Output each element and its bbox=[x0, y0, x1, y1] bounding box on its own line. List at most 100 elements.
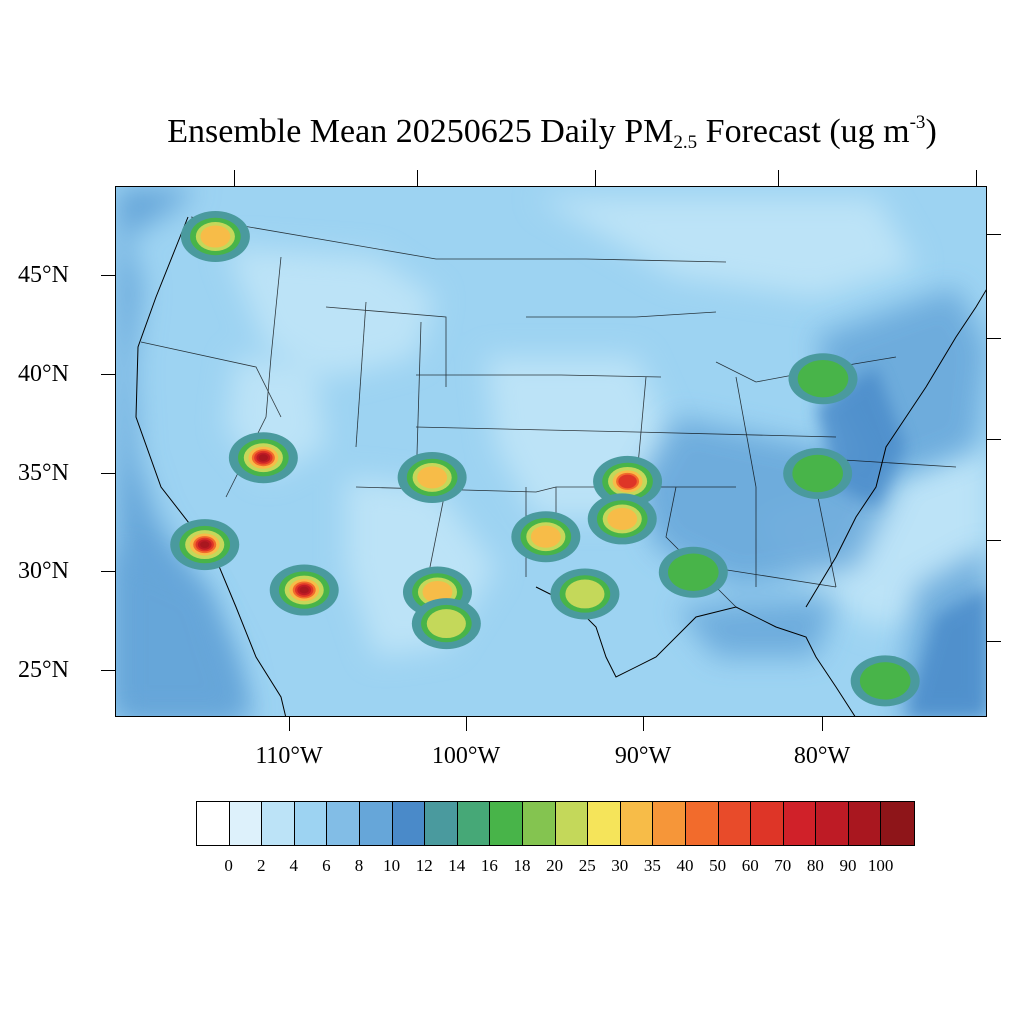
colorbar bbox=[196, 801, 916, 846]
right-tick bbox=[987, 641, 1001, 642]
colorbar-tick-label: 20 bbox=[546, 856, 564, 875]
lat-label-25: 25°N bbox=[18, 657, 69, 683]
colorbar-tick-label: 50 bbox=[709, 856, 727, 875]
colorbar-swatch bbox=[457, 802, 491, 845]
hotspot-washington bbox=[180, 211, 250, 262]
title-close: ) bbox=[925, 113, 937, 150]
colorbar-swatch bbox=[653, 802, 686, 845]
colorbar-swatch bbox=[555, 802, 589, 845]
lat-label-30: 30°N bbox=[18, 558, 69, 584]
colorbar-swatch bbox=[425, 802, 458, 845]
map-title: Ensemble Mean 20250625 Daily PM2.5 Forec… bbox=[0, 112, 1024, 154]
title-main: Ensemble Mean 20250625 Daily PM bbox=[167, 113, 674, 150]
left-tick bbox=[101, 374, 115, 375]
hotspot-southeast-arizona bbox=[269, 564, 339, 616]
colorbar-tick-label: 0 bbox=[224, 856, 233, 875]
colorbar-swatch bbox=[685, 802, 719, 845]
colorbar-swatch bbox=[522, 802, 556, 845]
hotspot-ring bbox=[792, 454, 843, 493]
colorbar-swatch bbox=[294, 802, 328, 845]
hotspot-ring bbox=[607, 507, 638, 530]
hotspot-ring bbox=[417, 466, 448, 489]
right-tick bbox=[987, 439, 1001, 440]
lon-label-80: 80°W bbox=[793, 743, 851, 769]
colorbar-swatch bbox=[490, 802, 523, 845]
colorbar-swatch bbox=[392, 802, 426, 845]
colorbar-swatch bbox=[718, 802, 752, 845]
hotspot-virginia bbox=[783, 448, 853, 499]
top-tick bbox=[976, 170, 977, 186]
colorbar-tick-label: 8 bbox=[354, 856, 364, 875]
colorbar-tick-label: 14 bbox=[448, 856, 466, 875]
colorbar-tick-label: 80 bbox=[806, 856, 824, 875]
hotspot-ring bbox=[565, 579, 605, 609]
colorbar-swatch bbox=[197, 802, 230, 845]
right-tick bbox=[987, 338, 1001, 339]
colorbar-swatch bbox=[881, 802, 915, 845]
hotspot-ring bbox=[859, 662, 911, 700]
hotspot-ring bbox=[422, 580, 453, 604]
right-tick bbox=[987, 540, 1001, 541]
hotspot-alabama bbox=[658, 546, 728, 598]
colorbar-tick-label: 25 bbox=[578, 856, 596, 875]
colorbar-swatch bbox=[751, 802, 784, 845]
hotspot-ring bbox=[299, 586, 309, 594]
colorbar-tick-label: 10 bbox=[383, 856, 401, 875]
colorbar-swatch bbox=[620, 802, 654, 845]
top-tick bbox=[417, 170, 418, 186]
colorbar-swatch bbox=[229, 802, 263, 845]
hotspot-pennsylvania bbox=[788, 353, 858, 405]
colorbar-tick-label: 90 bbox=[839, 856, 857, 875]
hotspot-south-texas bbox=[411, 598, 481, 650]
colorbar-tick-label: 18 bbox=[513, 856, 531, 875]
bottom-tick bbox=[466, 717, 467, 731]
colorbar-tick-label: 40 bbox=[676, 856, 694, 875]
hotspot-florida-east-coast bbox=[850, 655, 920, 707]
map-panel bbox=[115, 186, 987, 717]
pm25-map bbox=[116, 187, 986, 716]
lat-label-35: 35°N bbox=[18, 460, 69, 486]
coastline bbox=[135, 216, 986, 716]
hotspot-ring bbox=[426, 609, 466, 639]
light-land-areas bbox=[226, 197, 986, 657]
left-tick bbox=[101, 571, 115, 572]
top-tick bbox=[595, 170, 596, 186]
hotspot-louisiana bbox=[550, 568, 620, 620]
colorbar-swatch bbox=[327, 802, 360, 845]
colorbar-tick-label: 70 bbox=[774, 856, 792, 875]
hotspot-ring bbox=[258, 454, 268, 462]
hotspot-oklahoma-east bbox=[511, 511, 581, 563]
lon-label-100: 100°W bbox=[431, 743, 501, 769]
colorbar-tick-label: 6 bbox=[322, 856, 331, 875]
bottom-tick bbox=[643, 717, 644, 731]
colorbar-tick-label: 35 bbox=[643, 856, 661, 875]
colorbar-swatch bbox=[262, 802, 295, 845]
colorbar-tick-label: 16 bbox=[480, 856, 498, 875]
left-tick bbox=[101, 275, 115, 276]
colorbar-swatch bbox=[588, 802, 621, 845]
hotspot-ring bbox=[200, 225, 231, 248]
hotspot-ring bbox=[668, 553, 719, 591]
colorbar-tick-label: 12 bbox=[415, 856, 433, 875]
left-tick bbox=[101, 670, 115, 671]
title-units: Forecast (ug m bbox=[697, 113, 910, 150]
right-tick bbox=[987, 234, 1001, 235]
lat-label-45: 45°N bbox=[18, 262, 69, 288]
colorbar-tick-label: 100 bbox=[867, 856, 894, 875]
colorbar-swatch bbox=[783, 802, 817, 845]
colorbar-tick-label: 30 bbox=[611, 856, 629, 875]
lon-label-110: 110°W bbox=[255, 743, 323, 769]
colorbar-tick-label: 4 bbox=[289, 856, 299, 875]
bottom-tick bbox=[822, 717, 823, 731]
colorbar-tick-label: 2 bbox=[256, 856, 266, 875]
hotspot-mississippi bbox=[587, 493, 657, 545]
hotspot-ring bbox=[618, 474, 637, 489]
colorbar-swatch bbox=[816, 802, 849, 845]
lat-label-40: 40°N bbox=[18, 361, 69, 387]
hotspot-ring bbox=[530, 525, 561, 548]
lon-label-90: 90°W bbox=[614, 743, 672, 769]
left-tick bbox=[101, 473, 115, 474]
colorbar-swatch bbox=[848, 802, 882, 845]
hotspot-southern-utah-nevada bbox=[228, 432, 298, 484]
hotspot-layer bbox=[170, 211, 920, 707]
